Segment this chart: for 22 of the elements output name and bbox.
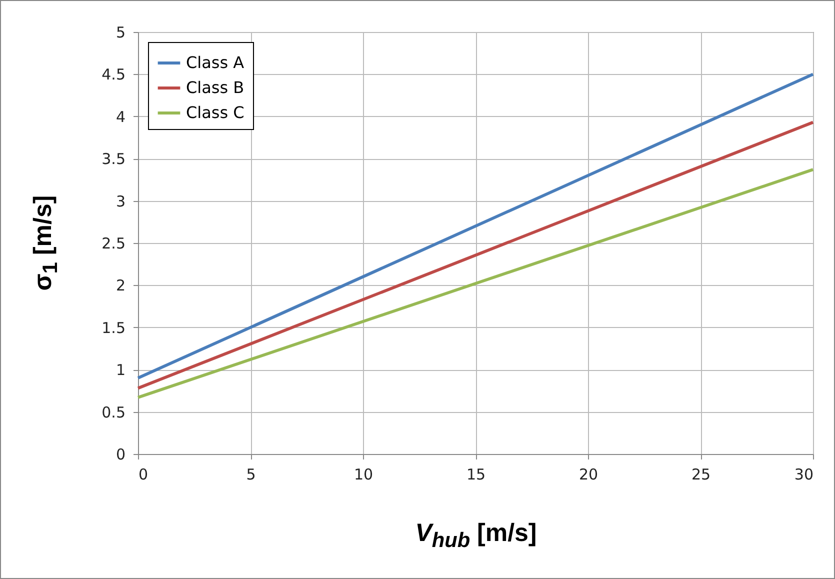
x-tick-label: 5 (246, 466, 256, 484)
y-tick-label: 3.5 (102, 150, 126, 168)
y-tick-label: 2 (116, 276, 126, 295)
x-tick-label: 20 (578, 466, 598, 484)
x-axis-title: V$_{hub}$ [m/s] (415, 519, 537, 553)
x-tick-label: 30 (794, 466, 814, 484)
y-tick-label: 4.5 (102, 66, 126, 84)
y-tick-label: 0 (116, 446, 126, 464)
y-tick-label: 2.5 (102, 234, 126, 252)
y-tick-label: 1.5 (102, 318, 126, 337)
x-tick-label: 10 (354, 466, 374, 484)
y-tick-label: 1 (116, 361, 126, 380)
legend-label: Class A (186, 53, 244, 72)
x-tick-label: 15 (466, 466, 486, 484)
y-tick-label: 3 (116, 192, 126, 210)
x-tick-label: 0 (138, 466, 148, 484)
y-tick-label: 0.5 (102, 403, 126, 422)
legend-label: Class C (186, 103, 244, 122)
x-tick-label: 25 (691, 466, 711, 484)
legend-label: Class B (186, 78, 244, 97)
y-tick-label: 4 (116, 108, 126, 126)
y-tick-label: 5 (116, 24, 126, 42)
